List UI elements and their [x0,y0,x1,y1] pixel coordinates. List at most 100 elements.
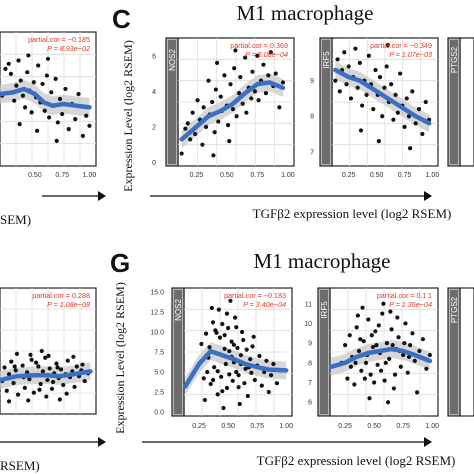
scatter-point [58,367,64,372]
scatter-point [233,48,238,53]
scatter-point [8,71,14,76]
scatter-point [50,379,56,385]
scatter-point [268,50,273,55]
row-g-title: M1 macrophage [253,249,390,273]
scatter-point [63,86,68,92]
scatter-point [57,397,62,402]
scatter-point [387,356,392,361]
scatter-point [15,392,21,397]
y-tick-label: 8 [310,114,314,121]
scatter-point [416,107,422,112]
scatter-point [388,309,393,314]
trend-line [0,369,93,383]
scatter-point [370,344,376,350]
scatter-point [18,78,23,83]
scatter-point [381,301,386,306]
scatter-point [354,325,359,330]
x-tick-label: 0.25 [338,423,352,430]
row-c-title: M1 macrophage [236,1,373,25]
scatter-point [337,89,342,94]
scatter-point [220,321,225,327]
scatter-point [250,344,255,349]
scatter-point [367,396,372,401]
row-c-ylabel: Expression Level (log2 RSEM) [121,40,135,192]
scatter-point [215,392,220,397]
scatter-point [185,121,190,126]
stat-partial-cor: partial.cor = −0.349 [370,41,432,50]
stat-partial-cor: partial.cor = 0.1 1 [377,291,432,300]
stat-p-value: P = 5.08e−04 [245,50,288,59]
y-tick-label: 6 [152,53,156,60]
scatter-point [363,360,369,365]
strip-label: PTGS2 [450,46,459,73]
plot-g-irf5: IRF5 partial.cor = 0.1 1P = 1.36e−04 0.25 0… [304,287,439,430]
scatter-point [423,99,428,105]
scatter-point [263,91,269,96]
scatter-point [355,313,360,318]
stat-partial-cor: partial.cor = 0.288 [32,291,90,300]
scatter-point [213,87,218,92]
scatter-point [236,373,241,378]
scatter-point [12,364,17,369]
x-tick-label: 0.75 [250,423,264,430]
x-tick-label: 0.50 [370,172,384,179]
scatter-point [212,365,217,370]
scatter-point [201,376,206,381]
scatter-point [236,91,242,96]
scatter-point [188,137,193,142]
y-tick-label: 0 [152,160,156,167]
scatter-point [256,98,261,103]
scatter-point [76,91,81,97]
x-tick-label: 1.00 [83,172,97,179]
row-c-xlabel: TGFβ2 expression level (log2 RSEM) [253,206,452,221]
x-tick-label: 0.25 [342,172,356,179]
scatter-point [80,362,85,367]
scatter-point [222,73,227,78]
scatter-point [36,364,41,369]
scatter-point [376,323,381,328]
scatter-point [333,78,338,83]
strip-label: NOS2 [168,49,177,71]
x-tick-label: 0.25 [192,423,206,430]
scatter-point [244,110,249,115]
scatter-point [376,139,381,144]
trend-line [182,348,289,389]
scatter-point [234,325,239,330]
scatter-point [398,364,403,369]
scatter-point [234,369,239,375]
row-g-xlabel: TGFβ2 expression level (log2 RSEM) [257,453,456,468]
scatter-point [413,121,418,126]
scatter-point [227,372,232,377]
scatter-point [396,335,401,340]
scatter-point [203,331,209,336]
scatter-point [274,381,280,386]
scatter-point [207,345,212,350]
plot-c-ptgs2: PTGS2 [447,37,474,167]
scatter-point [210,377,216,383]
scatter-point [190,110,195,115]
scatter-point [210,320,216,325]
strip-label: IRF5 [322,51,331,69]
scatter-point [238,353,244,358]
scatter-point [268,373,274,378]
scatter-point [389,327,394,332]
scatter-point [356,348,362,354]
scatter-point [213,328,218,333]
scatter-point [410,89,415,94]
scatter-point [73,117,78,122]
scatter-point [392,372,398,377]
scatter-point [192,131,198,137]
scatter-point [31,390,36,395]
x-tick-label: 0.75 [398,172,412,179]
scatter-point [243,55,248,60]
scatter-point [229,339,234,344]
scatter-point [412,358,417,363]
scatter-point [38,381,43,387]
scatter-point [11,380,16,386]
scatter-point [280,80,286,85]
y-tick-label: 9 [310,78,314,85]
scatter-point [408,343,413,348]
scatter-point [212,130,217,135]
plot-frame [459,37,474,167]
scatter-point [9,359,14,364]
